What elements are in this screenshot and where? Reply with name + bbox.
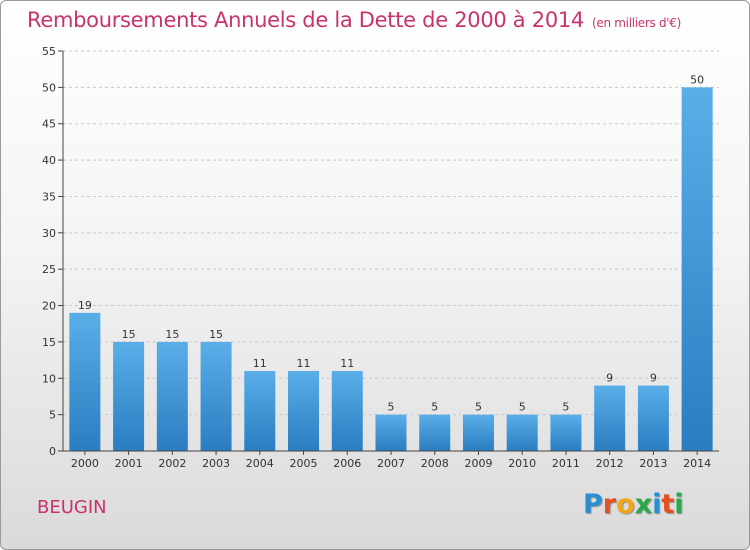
data-label: 5 [519, 401, 526, 414]
bar [200, 341, 232, 451]
x-tick-label: 2010 [508, 457, 536, 470]
bar [113, 341, 145, 451]
data-label: 5 [475, 401, 482, 414]
bar [69, 312, 101, 451]
axes [58, 50, 719, 455]
bar [244, 371, 276, 451]
data-label: 5 [388, 401, 395, 414]
logo-letter: i [674, 489, 684, 520]
bar [681, 87, 713, 451]
y-tick-label: 55 [42, 45, 56, 58]
data-label: 15 [209, 328, 223, 341]
data-label: 9 [650, 372, 657, 385]
data-label: 11 [253, 357, 267, 370]
y-tick-label: 0 [49, 445, 56, 458]
y-tick-label: 25 [42, 263, 56, 276]
x-tick-label: 2002 [158, 457, 186, 470]
x-tick-label: 2009 [464, 457, 492, 470]
commune-name: BEUGIN [37, 497, 107, 518]
x-tick-label: 2007 [377, 457, 405, 470]
x-tick-label: 2004 [246, 457, 274, 470]
logo-letter: x [634, 489, 653, 520]
data-label: 15 [165, 328, 179, 341]
bar [288, 371, 320, 451]
data-label: 19 [78, 299, 92, 312]
bar [550, 414, 582, 451]
x-tick-label: 2008 [421, 457, 449, 470]
bar [375, 414, 407, 451]
data-label: 11 [340, 357, 354, 370]
data-label: 11 [297, 357, 311, 370]
data-label: 9 [606, 372, 613, 385]
y-tick-label: 35 [42, 190, 56, 203]
bar [506, 414, 538, 451]
x-tick-label: 2000 [71, 457, 99, 470]
bar [419, 414, 451, 451]
data-label: 5 [431, 401, 438, 414]
bars [69, 87, 713, 451]
y-tick-label: 5 [49, 409, 56, 422]
labels: 0510152025303540455055192000152001152002… [42, 45, 711, 470]
y-tick-label: 40 [42, 154, 56, 167]
y-tick-label: 20 [42, 300, 56, 313]
chart-title-text: Remboursements Annuels de la Dette de 20… [27, 8, 584, 32]
bar [331, 371, 363, 451]
logo-letter: r [602, 489, 617, 520]
logo-letter: o [616, 489, 635, 520]
y-tick-label: 15 [42, 336, 56, 349]
bar [156, 341, 188, 451]
bar [637, 385, 669, 451]
bar [462, 414, 494, 451]
logo-letter: t [661, 489, 675, 520]
x-tick-label: 2003 [202, 457, 230, 470]
y-tick-label: 10 [42, 372, 56, 385]
logo-letter: P [583, 489, 603, 520]
data-label: 15 [122, 328, 136, 341]
data-label: 50 [690, 73, 704, 86]
x-tick-label: 2012 [596, 457, 624, 470]
logo-letter: i [652, 489, 662, 520]
data-label: 5 [562, 401, 569, 414]
chart-title: Remboursements Annuels de la Dette de 20… [27, 8, 681, 32]
chart-subtitle: (en milliers d'€) [592, 16, 682, 30]
x-tick-label: 2013 [639, 457, 667, 470]
x-tick-label: 2005 [290, 457, 318, 470]
x-tick-label: 2011 [552, 457, 580, 470]
y-tick-label: 30 [42, 227, 56, 240]
x-tick-label: 2014 [683, 457, 711, 470]
bar [594, 385, 626, 451]
y-tick-label: 50 [42, 81, 56, 94]
x-tick-label: 2006 [333, 457, 361, 470]
proxiti-logo[interactable]: Proxiti [583, 489, 684, 523]
x-tick-label: 2001 [115, 457, 143, 470]
y-tick-label: 45 [42, 118, 56, 131]
